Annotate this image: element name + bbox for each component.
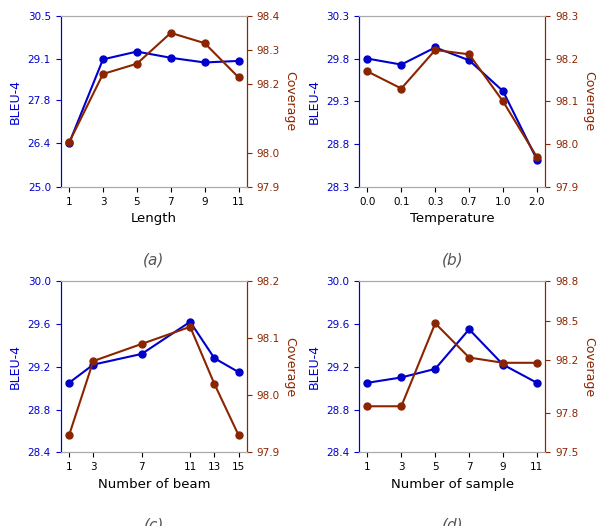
Y-axis label: BLEU-4: BLEU-4 [9,344,22,389]
Text: (b): (b) [441,252,463,267]
Text: (a): (a) [143,252,164,267]
Y-axis label: BLEU-4: BLEU-4 [307,79,321,124]
X-axis label: Number of beam: Number of beam [98,478,210,491]
Y-axis label: Coverage: Coverage [582,72,595,132]
Y-axis label: BLEU-4: BLEU-4 [9,79,22,124]
Text: (d): (d) [441,518,463,526]
X-axis label: Number of sample: Number of sample [391,478,514,491]
Y-axis label: BLEU-4: BLEU-4 [307,344,321,389]
Y-axis label: Coverage: Coverage [284,337,297,397]
Y-axis label: Coverage: Coverage [284,72,297,132]
Y-axis label: Coverage: Coverage [582,337,595,397]
X-axis label: Temperature: Temperature [410,213,494,225]
X-axis label: Length: Length [131,213,177,225]
Text: (c): (c) [144,518,164,526]
